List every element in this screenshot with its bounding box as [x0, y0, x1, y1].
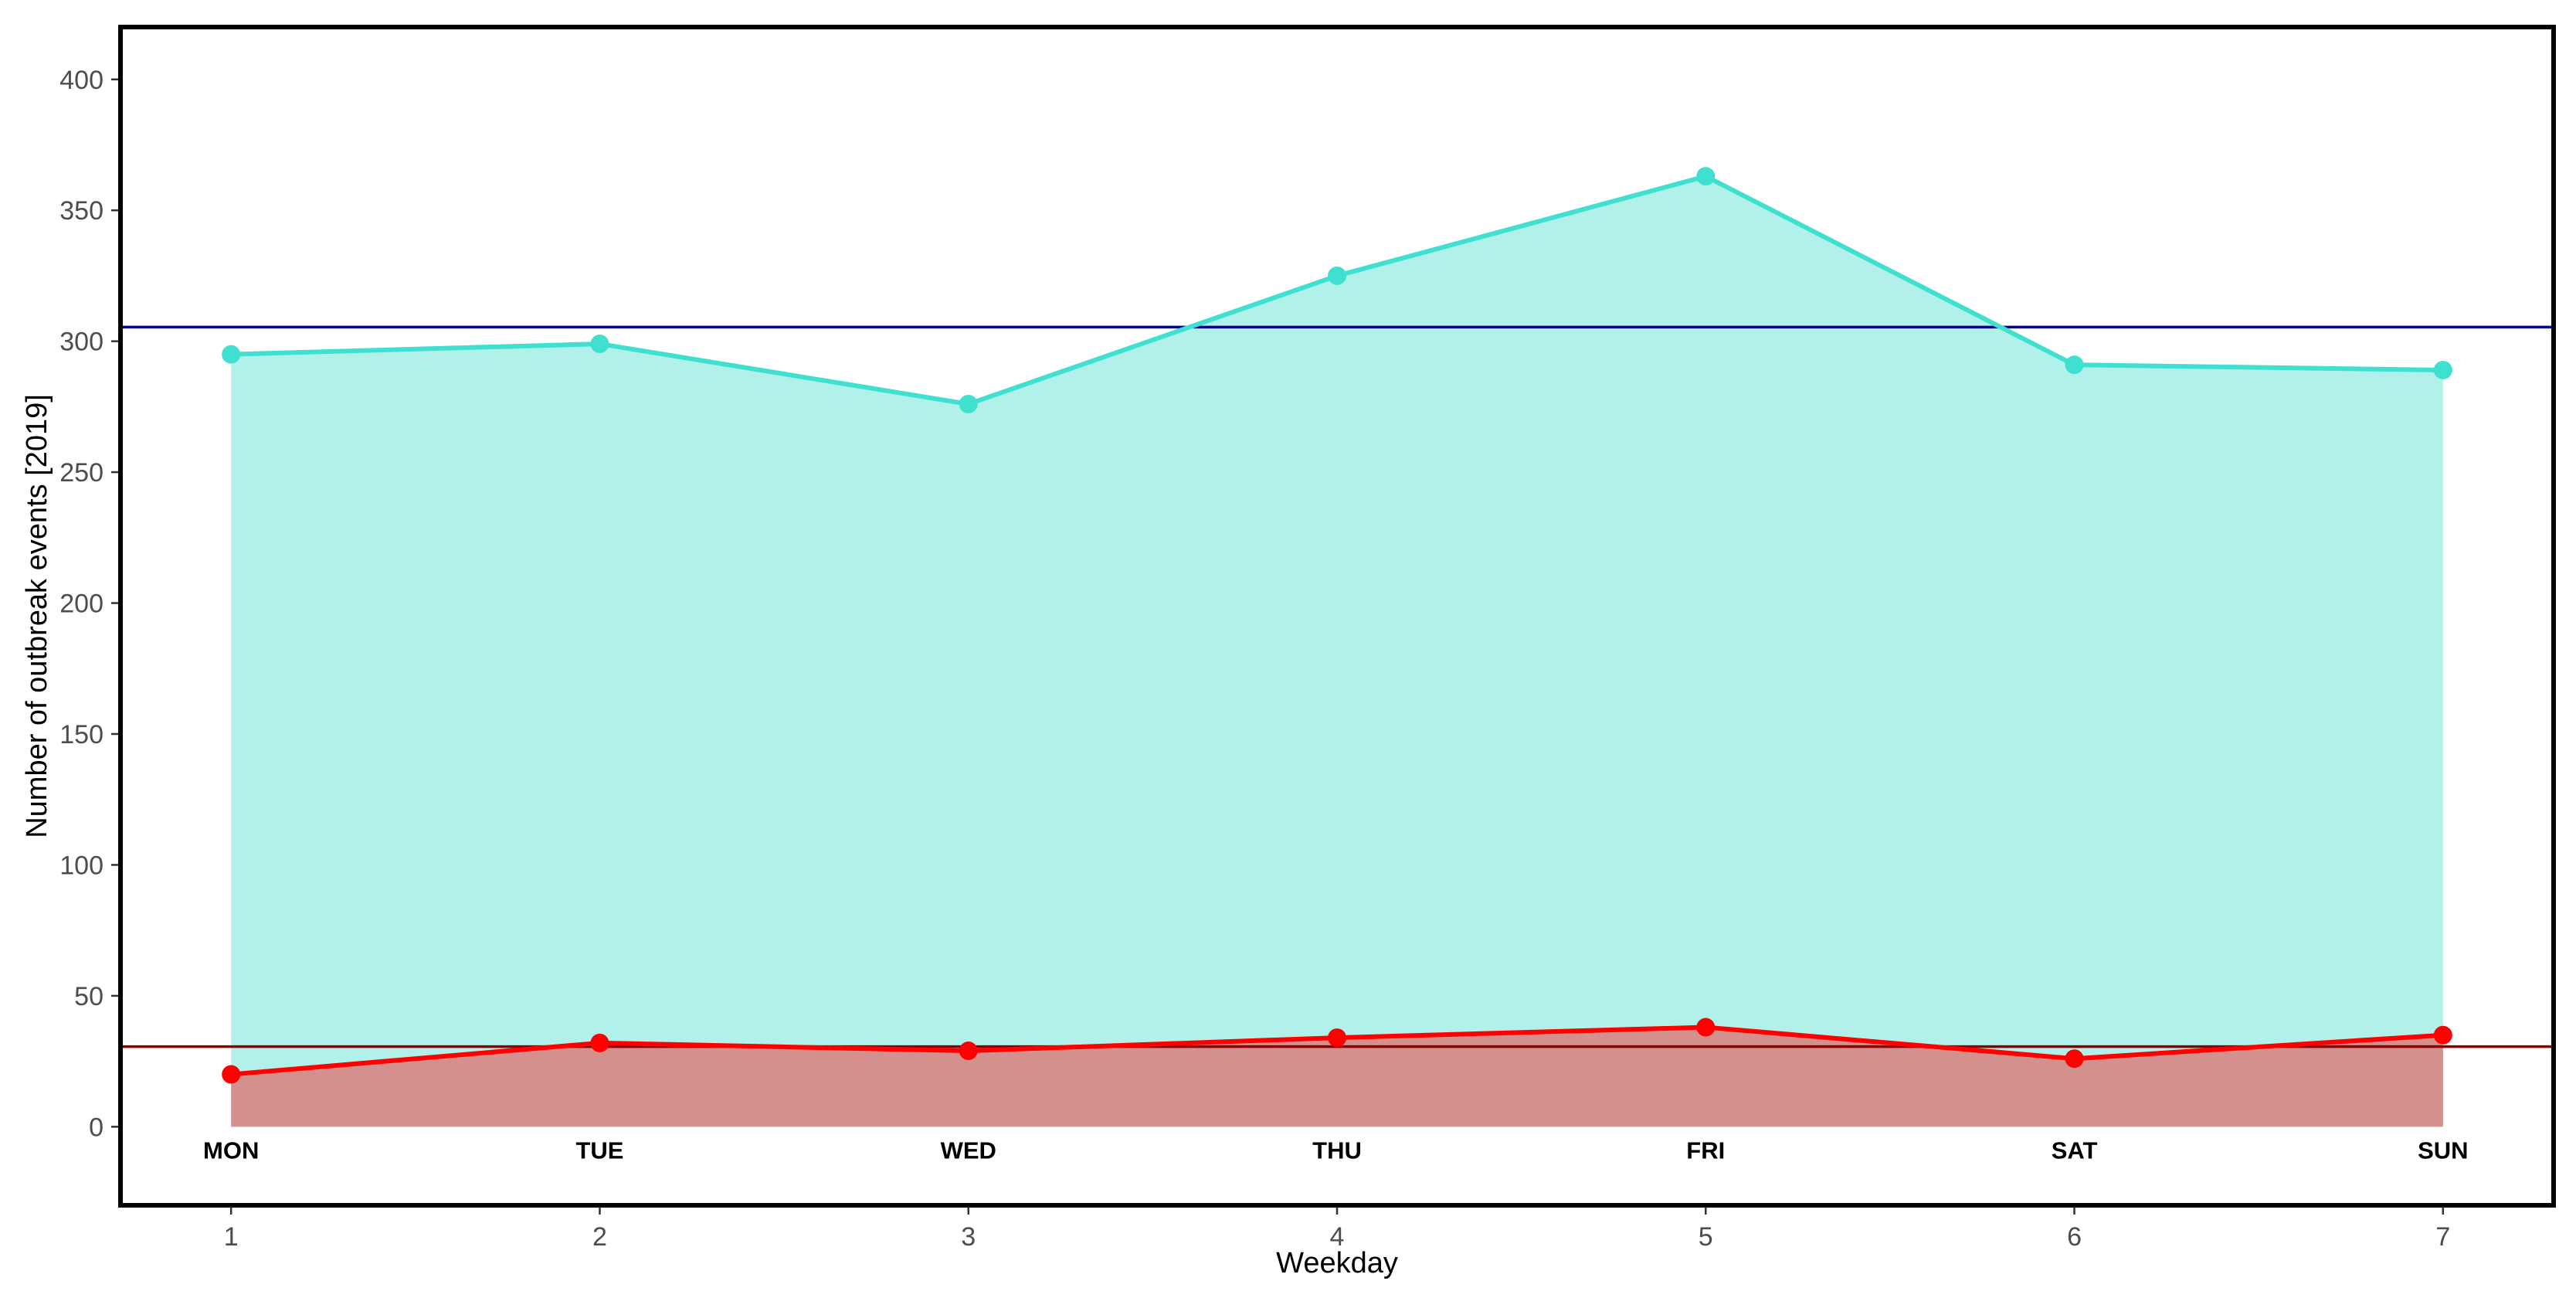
- y-axis-title: Number of outbreak events [2019]: [21, 394, 53, 838]
- series-1-point: [222, 345, 241, 364]
- x-tick-label: 7: [2435, 1222, 2450, 1252]
- series-2-point: [590, 1033, 609, 1052]
- series-1-point: [590, 335, 609, 354]
- weekday-label-mon: MON: [203, 1137, 259, 1164]
- panel-border: [118, 25, 2556, 1208]
- axes: 0 50 100 150 200 250 300 350 400 1 2 3 4 5 6 7: [59, 66, 2450, 1252]
- series-1-point: [959, 395, 978, 413]
- series-1-point: [1328, 266, 1346, 285]
- weekday-label-thu: THU: [1312, 1137, 1362, 1164]
- y-tick-label: 0: [89, 1113, 104, 1142]
- y-tick-label: 350: [59, 196, 104, 226]
- series-1-area: [231, 176, 2443, 1127]
- x-tick-label: 1: [224, 1222, 239, 1252]
- series-2-point: [1696, 1018, 1716, 1037]
- weekday-label-sun: SUN: [2418, 1137, 2468, 1164]
- x-tick-label: 4: [1330, 1222, 1345, 1252]
- x-tick-label: 5: [1699, 1222, 1713, 1252]
- area-fills: [231, 176, 2443, 1127]
- series-2-point: [2065, 1049, 2084, 1069]
- series-2-point: [959, 1041, 978, 1061]
- y-tick-label: 250: [59, 458, 104, 488]
- weekday-labels: MON TUE WED THU FRI SAT SUN: [203, 1137, 2469, 1164]
- weekday-label-tue: TUE: [575, 1137, 623, 1164]
- series-2-point: [1328, 1028, 1346, 1048]
- weekday-label-fri: FRI: [1686, 1137, 1725, 1164]
- y-tick-label: 150: [59, 720, 104, 749]
- series-1-point: [1696, 167, 1716, 186]
- y-tick-label: 100: [59, 851, 104, 880]
- x-tick-label: 3: [961, 1222, 976, 1252]
- y-tick-label: 300: [59, 328, 104, 357]
- x-axis-title: Weekday: [1276, 1247, 1398, 1279]
- x-tick-label: 6: [2067, 1222, 2082, 1252]
- weekday-label-wed: WED: [941, 1137, 996, 1164]
- series-1-point: [2433, 360, 2452, 379]
- weekday-label-sat: SAT: [2052, 1137, 2098, 1164]
- y-tick-label: 200: [59, 590, 104, 619]
- x-tick-label: 2: [592, 1222, 607, 1252]
- series-1-point: [2065, 355, 2084, 375]
- series-2-point: [2433, 1025, 2452, 1045]
- series-2-point: [222, 1065, 241, 1084]
- series-2-area: [231, 1027, 2443, 1127]
- y-tick-label: 50: [74, 982, 104, 1011]
- data-points: [222, 167, 2452, 1084]
- y-tick-label: 400: [59, 66, 104, 95]
